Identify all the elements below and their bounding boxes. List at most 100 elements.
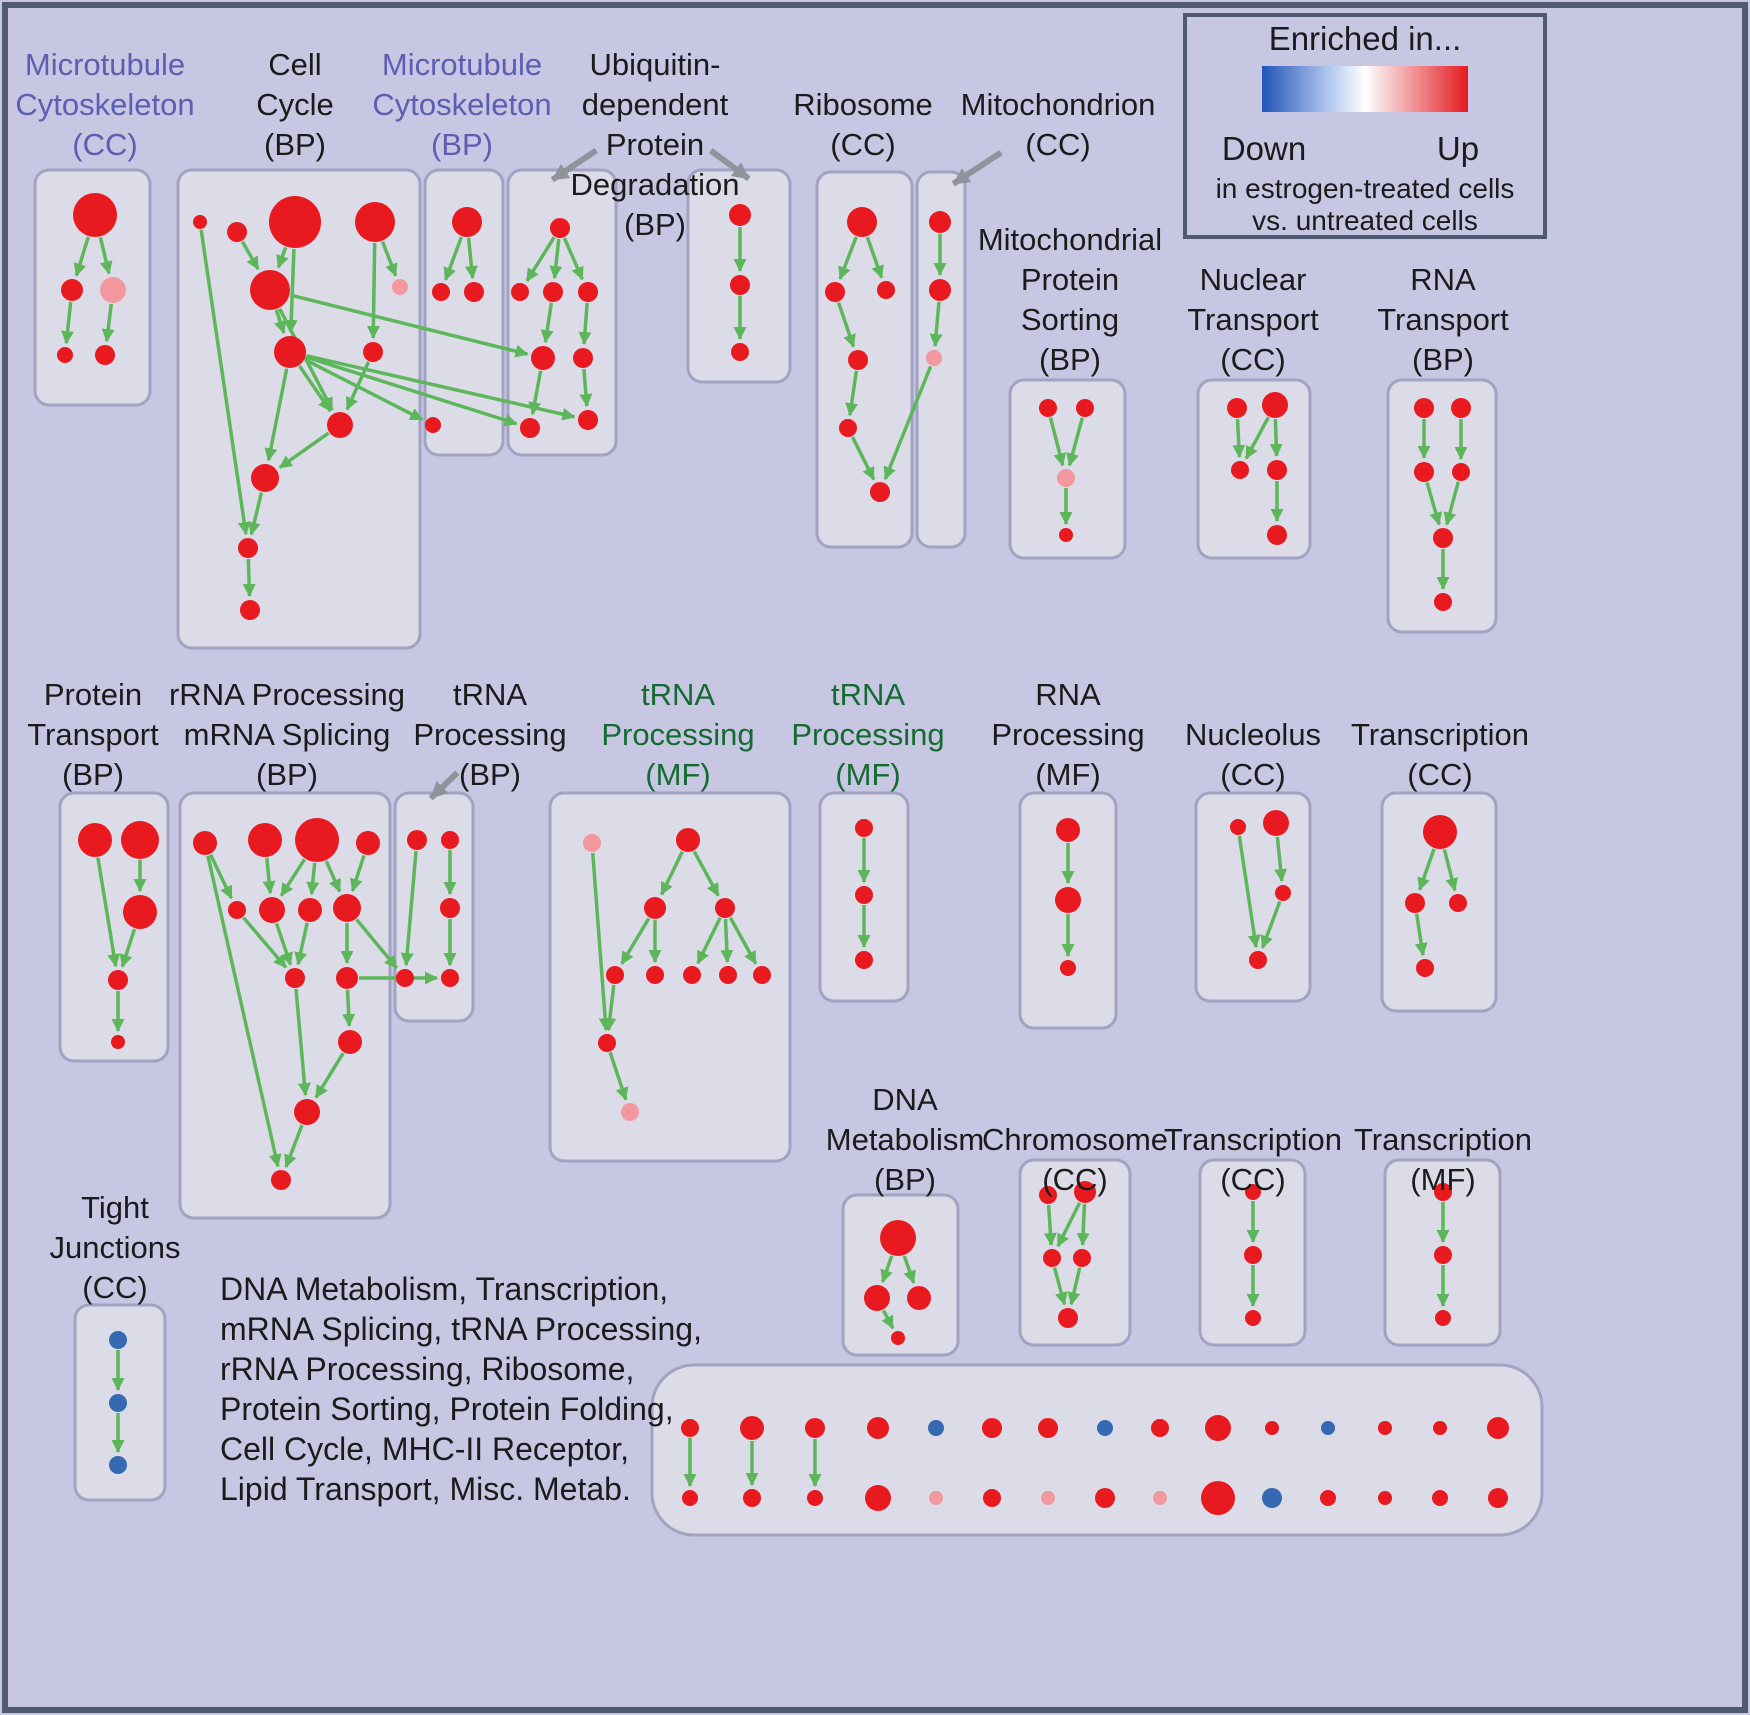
edge-arrow (247, 492, 264, 536)
legend-title: Enriched in... (1269, 20, 1462, 57)
edge-arrow (608, 1051, 629, 1101)
go-term-node (193, 831, 217, 855)
edge-arrow (1237, 835, 1261, 949)
cluster-box-mps (1008, 378, 1127, 560)
cluster-label: (MF) (1035, 757, 1100, 792)
summary-node (983, 1489, 1001, 1507)
go-term-node (1059, 528, 1073, 542)
cluster-label: Transport (1377, 302, 1509, 337)
go-term-node (578, 410, 598, 430)
cluster-label: (CC) (1220, 342, 1285, 377)
cluster-label: (BP) (874, 1162, 936, 1197)
go-term-node (1434, 1183, 1452, 1201)
edge-arrow (1442, 849, 1459, 892)
edge-arrow (262, 857, 276, 895)
go-term-node (464, 282, 484, 302)
edge-arrow (1269, 418, 1283, 458)
go-term-node (531, 346, 555, 370)
cluster-label: Processing (413, 717, 566, 752)
edge-arrow (1066, 417, 1085, 467)
go-term-node (864, 1285, 890, 1311)
cluster-label: rRNA Processing (169, 677, 405, 712)
go-term-node (285, 968, 305, 988)
go-term-node (1060, 960, 1076, 976)
cluster-label: tRNA (453, 677, 527, 712)
edge-arrow (880, 1255, 894, 1283)
summary-node (1378, 1491, 1392, 1505)
cluster-label: Cytoskeleton (372, 87, 551, 122)
go-term-node (111, 1035, 125, 1049)
go-term-node (1073, 1249, 1091, 1267)
edge-arrow (1443, 481, 1461, 526)
go-term-node (1043, 1249, 1061, 1267)
go-term-node (1057, 469, 1075, 487)
go-term-node (848, 350, 868, 370)
go-term-node (333, 894, 361, 922)
cluster-label: (BP) (459, 757, 521, 792)
go-term-node (1449, 894, 1467, 912)
go-term-node (578, 282, 598, 302)
cluster-label: Degradation (571, 167, 740, 202)
go-term-node (573, 348, 593, 368)
legend-gradient-bar (1262, 66, 1468, 112)
label-pointer-arrow (550, 148, 598, 183)
go-term-node (1058, 1308, 1078, 1328)
cluster-label: RNA (1035, 677, 1101, 712)
cluster-label: Processing (991, 717, 1144, 752)
cluster-label: (MF) (835, 757, 900, 792)
edge-arrow (314, 1052, 345, 1099)
edge-arrow (73, 236, 90, 277)
go-term-node (1244, 1246, 1262, 1264)
edge-arrow (696, 917, 722, 965)
go-term-node (1245, 1310, 1261, 1326)
edge-arrow (540, 302, 554, 344)
cluster-label: Sorting (1021, 302, 1119, 337)
edge-arrow (242, 916, 288, 969)
go-term-node (621, 1103, 639, 1121)
edge-arrow (400, 850, 418, 967)
edge-arrow (720, 918, 734, 964)
go-term-node (877, 281, 895, 299)
cluster-label: Processing (601, 717, 754, 752)
go-term-node (1262, 392, 1288, 418)
edge-arrow (380, 240, 398, 277)
edge-arrow (1076, 1203, 1090, 1247)
cluster-label: Chromosome (982, 1122, 1168, 1157)
edge-arrow (549, 238, 563, 280)
go-term-node (121, 821, 159, 859)
go-term-node (550, 218, 570, 238)
summary-node (805, 1418, 825, 1438)
go-term-node (1405, 893, 1425, 913)
cluster-label: tRNA (831, 677, 905, 712)
go-term-node (250, 270, 290, 310)
cluster-label: Transport (1187, 302, 1319, 337)
go-term-node (123, 895, 157, 929)
go-term-node (432, 283, 450, 301)
edge-arrow (929, 301, 943, 348)
cluster-label: (CC) (72, 127, 137, 162)
cluster-label: Protein (1021, 262, 1119, 297)
edge-arrow (850, 436, 876, 481)
go-term-node (1039, 399, 1057, 417)
edge-arrow (298, 365, 332, 412)
go-term-node (731, 343, 749, 361)
cluster-label: Cell (268, 47, 321, 82)
go-term-node (1076, 399, 1094, 417)
go-term-node (238, 538, 258, 558)
go-term-node (392, 279, 408, 295)
go-term-node (274, 336, 306, 368)
edge-arrow (278, 431, 330, 470)
go-term-node (269, 196, 321, 248)
go-term-node (1435, 1310, 1451, 1326)
edge-arrow (845, 370, 859, 417)
cluster-label: dependent (582, 87, 729, 122)
summary-node (1488, 1488, 1508, 1508)
go-term-node (1249, 951, 1267, 969)
summary-node (1321, 1421, 1335, 1435)
go-term-node (1231, 461, 1249, 479)
go-term-node (57, 347, 73, 363)
edge-arrow (591, 852, 612, 1032)
go-term-node (425, 417, 441, 433)
go-term-node (327, 412, 353, 438)
